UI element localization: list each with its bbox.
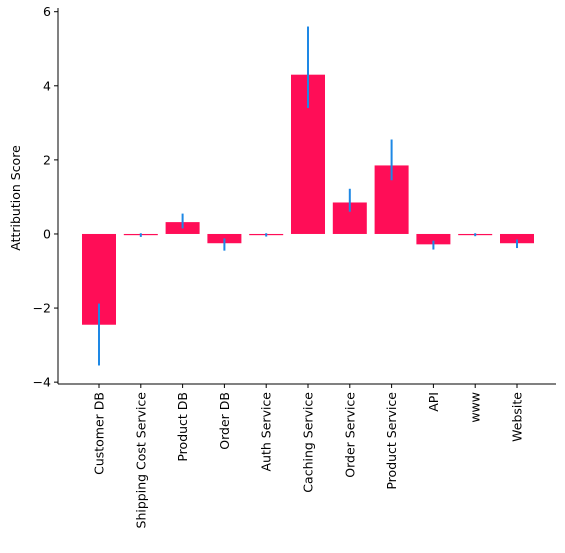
y-tick-label: 6 [43,4,51,19]
x-tick-label: API [426,392,441,412]
bar-api [416,233,451,245]
x-tick-label: Caching Service [301,392,316,493]
y-tick-label: 2 [43,152,51,167]
y-tick-label: 0 [43,226,51,241]
y-axis-label: Attribution Score [8,145,23,251]
x-tick-label: Order DB [217,392,232,450]
x-tick-label: Order Service [342,392,357,478]
y-tick-label: 4 [43,78,51,93]
error-bars-group [98,26,518,366]
bar-website [500,233,534,244]
x-tick-label: Shipping Cost Service [133,392,148,529]
y-axis: −4 −2 0 2 4 6 [33,4,59,390]
x-tick-label: www [468,392,483,423]
x-tick-label: Customer DB [92,392,107,475]
x-tick-label: Website [510,392,525,442]
x-tick-label: Product DB [175,392,190,462]
x-tick-label: Product Service [384,392,399,490]
bars-group [82,74,534,325]
x-axis: Customer DB Shipping Cost Service Product … [58,383,556,529]
y-tick-label: −4 [33,375,51,390]
y-tick-label: −2 [33,301,51,316]
x-tick-label: Auth Service [259,392,274,472]
